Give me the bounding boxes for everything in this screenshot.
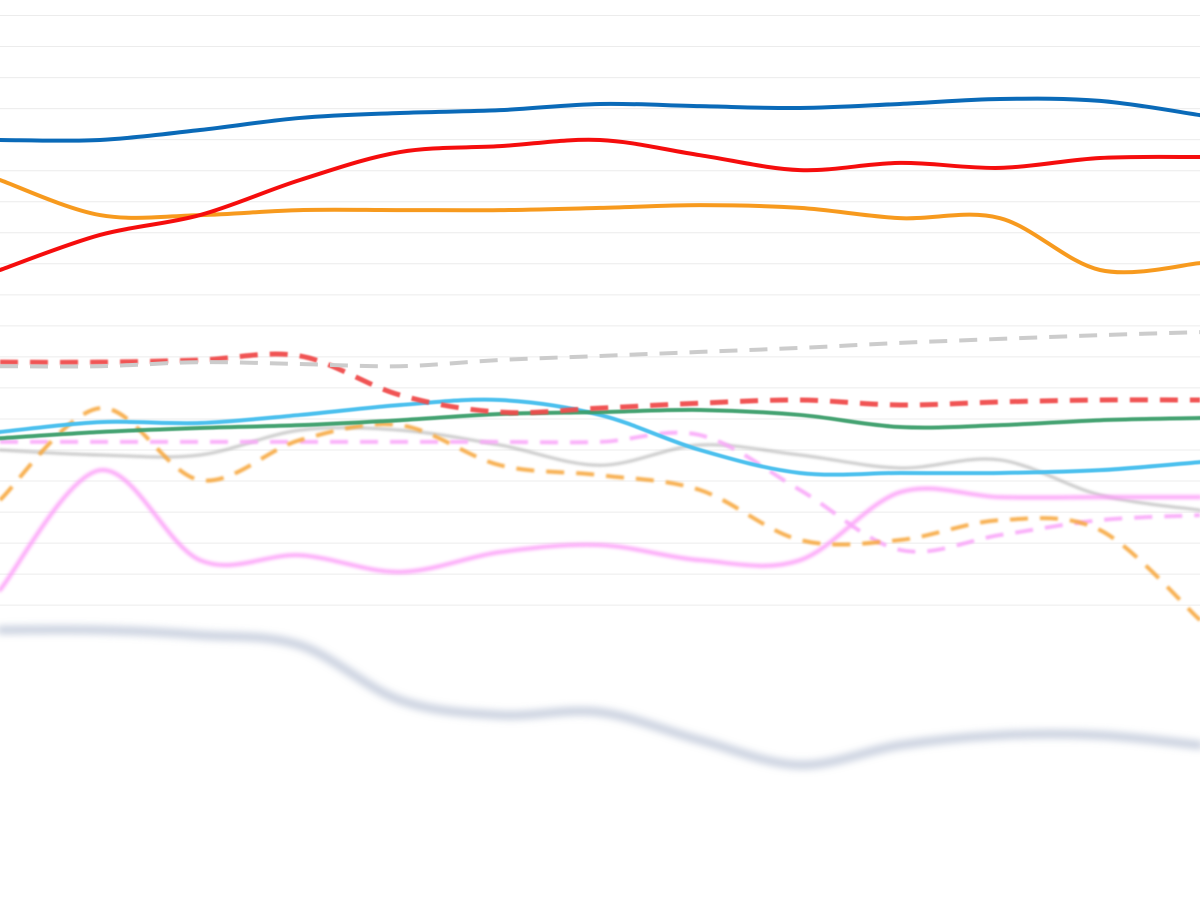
line [0, 178, 1200, 275]
line [0, 96, 1200, 143]
line [0, 330, 1200, 369]
line [0, 406, 1200, 622]
line [0, 397, 1200, 477]
line [0, 468, 1200, 592]
line [0, 137, 1200, 272]
line [0, 407, 1200, 441]
line [0, 626, 1200, 769]
line [0, 351, 1200, 416]
line [0, 430, 1200, 554]
line [0, 426, 1200, 512]
